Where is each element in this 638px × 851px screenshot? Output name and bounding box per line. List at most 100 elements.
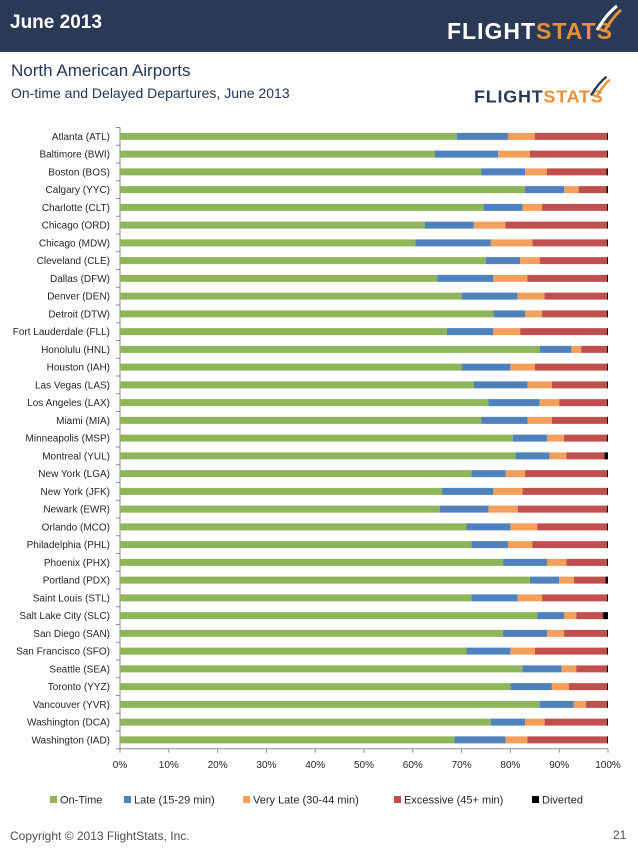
- bar-segment: [547, 168, 607, 176]
- logo-word-flight: FLIGHT: [474, 86, 544, 107]
- x-tick-label: 40%: [305, 760, 325, 771]
- x-tick-label: 0%: [113, 760, 128, 771]
- bar-segment: [493, 328, 521, 336]
- bar-segment: [551, 683, 569, 691]
- bar-segment: [517, 594, 543, 602]
- x-tick-label: 20%: [208, 760, 228, 771]
- bar-segment: [120, 416, 482, 424]
- bar-segment: [564, 629, 608, 637]
- bar-segment: [525, 186, 565, 194]
- bar-segment: [120, 203, 484, 211]
- bar-segment: [439, 505, 489, 513]
- category-label: Detroit (DTW): [48, 309, 110, 320]
- bar-segment: [520, 328, 608, 336]
- bar-segment: [120, 541, 472, 549]
- flightstats-logo-small: FLIGHTSTATS: [474, 75, 611, 107]
- bar-segment: [503, 629, 547, 637]
- category-label: Toronto (YYZ): [48, 682, 110, 693]
- bar-segment: [415, 239, 491, 247]
- bar-segment: [525, 470, 608, 478]
- bar-segment: [527, 416, 552, 424]
- bar-segment: [537, 612, 565, 620]
- legend-label: Excessive (45+ min): [404, 795, 503, 807]
- bar-segment: [578, 186, 607, 194]
- bar-segment: [522, 487, 608, 495]
- bar-segment: [573, 700, 587, 708]
- category-label: Chicago (ORD): [42, 221, 110, 232]
- bar-segment: [120, 470, 472, 478]
- bar-segment: [490, 718, 526, 726]
- category-label: Phoenix (PHX): [44, 558, 110, 569]
- bar-segment: [566, 452, 605, 460]
- bar-segment: [120, 239, 416, 247]
- bar-segment: [607, 363, 608, 371]
- legend-swatch: [532, 796, 539, 803]
- bar-segment: [539, 257, 608, 265]
- x-tick-label: 90%: [549, 760, 569, 771]
- bar-segment: [510, 523, 538, 531]
- bar-segment: [486, 257, 521, 265]
- bar-segment: [534, 647, 608, 655]
- bar-segment: [120, 558, 504, 566]
- flightstats-logo: FLIGHTSTATS: [447, 4, 622, 45]
- bar-segment: [522, 665, 562, 673]
- bar-segment: [607, 647, 608, 655]
- bar-segment: [547, 434, 565, 442]
- bar-segment: [120, 700, 540, 708]
- bar-segment: [534, 132, 608, 140]
- page-number: 21: [613, 828, 627, 842]
- bar-segment: [473, 381, 528, 389]
- bar-segment: [446, 328, 494, 336]
- bar-segment: [607, 203, 608, 211]
- bar-segment: [120, 523, 467, 531]
- legend-label: Diverted: [542, 795, 583, 807]
- bar-segment: [539, 399, 560, 407]
- bar-segment: [607, 487, 608, 495]
- category-label: Fort Lauderdale (FLL): [13, 327, 110, 338]
- legend-label: Very Late (30-44 min): [253, 795, 359, 807]
- bar-segment: [507, 541, 533, 549]
- category-label: Montreal (YUL): [42, 451, 110, 462]
- bar-segment: [120, 150, 435, 158]
- bar-segment: [488, 505, 518, 513]
- bar-segment: [564, 434, 608, 442]
- legend-swatch: [394, 796, 401, 803]
- category-label: Chicago (MDW): [39, 238, 110, 249]
- bar-segment: [529, 150, 608, 158]
- bar-segment: [603, 612, 608, 620]
- bar-segment: [607, 310, 608, 318]
- bar-segment: [120, 186, 526, 194]
- month-label: June 2013: [10, 12, 102, 33]
- bar-segment: [120, 221, 425, 229]
- bar-segment: [503, 558, 547, 566]
- legend-swatch: [50, 796, 57, 803]
- bar-segment: [120, 647, 467, 655]
- legend-swatch: [124, 796, 131, 803]
- bar-segment: [537, 523, 608, 531]
- bar-segment: [544, 292, 608, 300]
- bar-segment: [576, 612, 604, 620]
- bar-segment: [547, 629, 565, 637]
- category-label: Houston (IAH): [47, 363, 110, 374]
- bar-segment: [607, 399, 608, 407]
- bar-segment: [576, 665, 608, 673]
- bar-segment: [510, 647, 535, 655]
- bar-segment: [606, 168, 608, 176]
- category-label: New York (LGA): [38, 469, 110, 480]
- bar-segment: [461, 363, 511, 371]
- bar-segment: [559, 576, 574, 584]
- bar-segment: [120, 505, 440, 513]
- bar-segment: [605, 576, 608, 584]
- bar-segment: [120, 345, 540, 353]
- category-label: Cleveland (CLE): [37, 256, 110, 267]
- bar-segment: [505, 470, 526, 478]
- bar-segment: [534, 363, 608, 371]
- category-label: Denver (DEN): [47, 292, 110, 303]
- bar-segment: [120, 487, 443, 495]
- bar-segment: [522, 203, 543, 211]
- bar-segment: [532, 239, 608, 247]
- bar-segment: [120, 328, 447, 336]
- bar-segment: [120, 612, 538, 620]
- bar-segment: [559, 399, 608, 407]
- bar-segment: [539, 345, 572, 353]
